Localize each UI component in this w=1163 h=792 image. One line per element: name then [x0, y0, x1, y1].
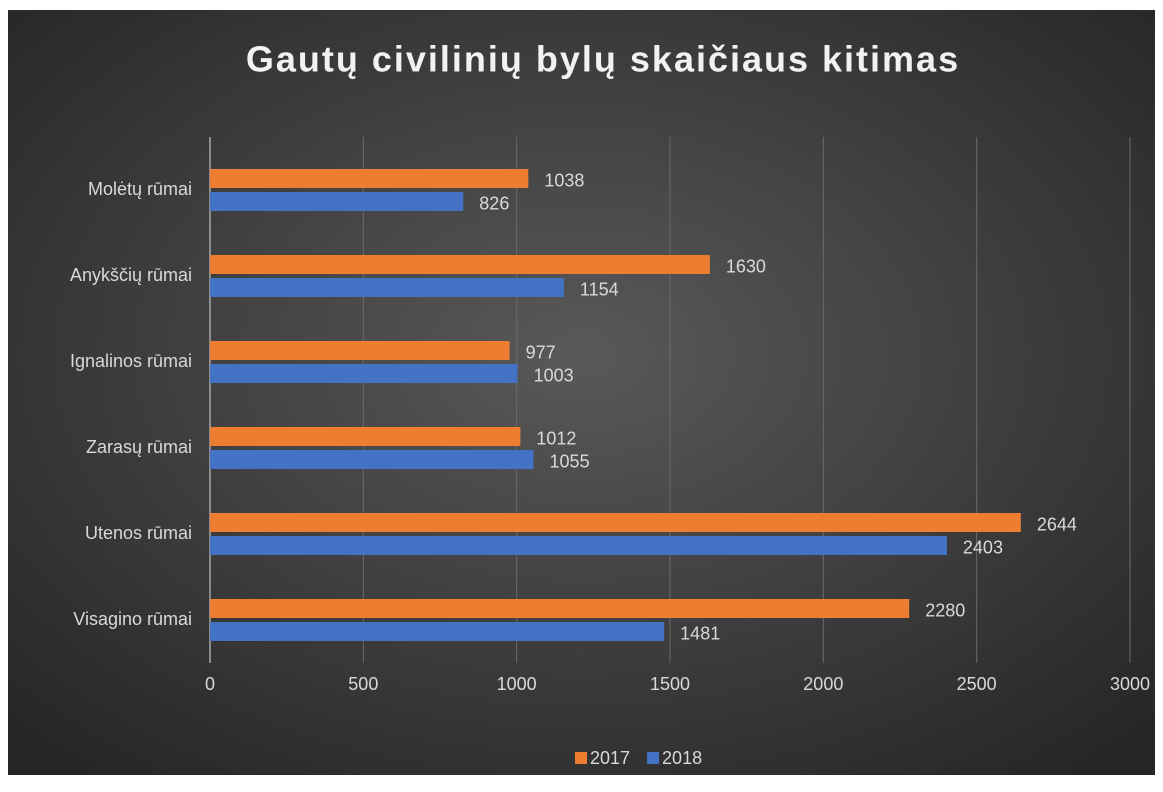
x-tick-label: 500: [348, 674, 378, 694]
bar: [210, 169, 529, 188]
chart-title: Gautų civilinių bylų skaičiaus kitimas: [246, 39, 960, 80]
data-label: 2280: [925, 600, 965, 620]
data-label: 2644: [1037, 514, 1077, 534]
y-tick-label: Zarasų rūmai: [86, 437, 192, 457]
x-tick-label: 3000: [1110, 674, 1150, 694]
y-tick-label: Visagino rūmai: [73, 609, 192, 629]
legend-label: 2017: [590, 748, 630, 768]
data-label: 826: [479, 193, 509, 213]
data-label: 1012: [536, 428, 576, 448]
data-label: 1038: [544, 170, 584, 190]
y-tick-label: Anykščių rūmai: [70, 265, 192, 285]
bar: [210, 536, 947, 555]
chart-background: [8, 10, 1155, 775]
bar: [210, 450, 534, 469]
y-tick-label: Ignalinos rūmai: [70, 351, 192, 371]
data-label: 1481: [680, 623, 720, 643]
bar: [210, 622, 665, 641]
bar: [210, 341, 510, 360]
bar: [210, 192, 464, 211]
bar: [210, 255, 710, 274]
data-label: 2403: [963, 537, 1003, 557]
bar: [210, 278, 564, 297]
data-label: 977: [526, 342, 556, 362]
data-label: 1003: [534, 365, 574, 385]
bar: [210, 513, 1021, 532]
legend-swatch: [647, 752, 660, 764]
x-tick-label: 0: [205, 674, 215, 694]
data-label: 1055: [550, 451, 590, 471]
data-label: 1154: [580, 279, 619, 299]
bar: [210, 427, 521, 446]
bar: [210, 364, 518, 383]
y-tick-label: Molėtų rūmai: [88, 179, 192, 199]
data-label: 1630: [726, 256, 766, 276]
x-tick-label: 1000: [497, 674, 537, 694]
x-tick-label: 2500: [957, 674, 997, 694]
x-tick-label: 1500: [650, 674, 690, 694]
y-tick-label: Utenos rūmai: [85, 523, 192, 543]
legend-label: 2018: [662, 748, 702, 768]
x-tick-label: 2000: [803, 674, 843, 694]
legend-swatch: [575, 752, 587, 764]
bar: [210, 599, 910, 618]
